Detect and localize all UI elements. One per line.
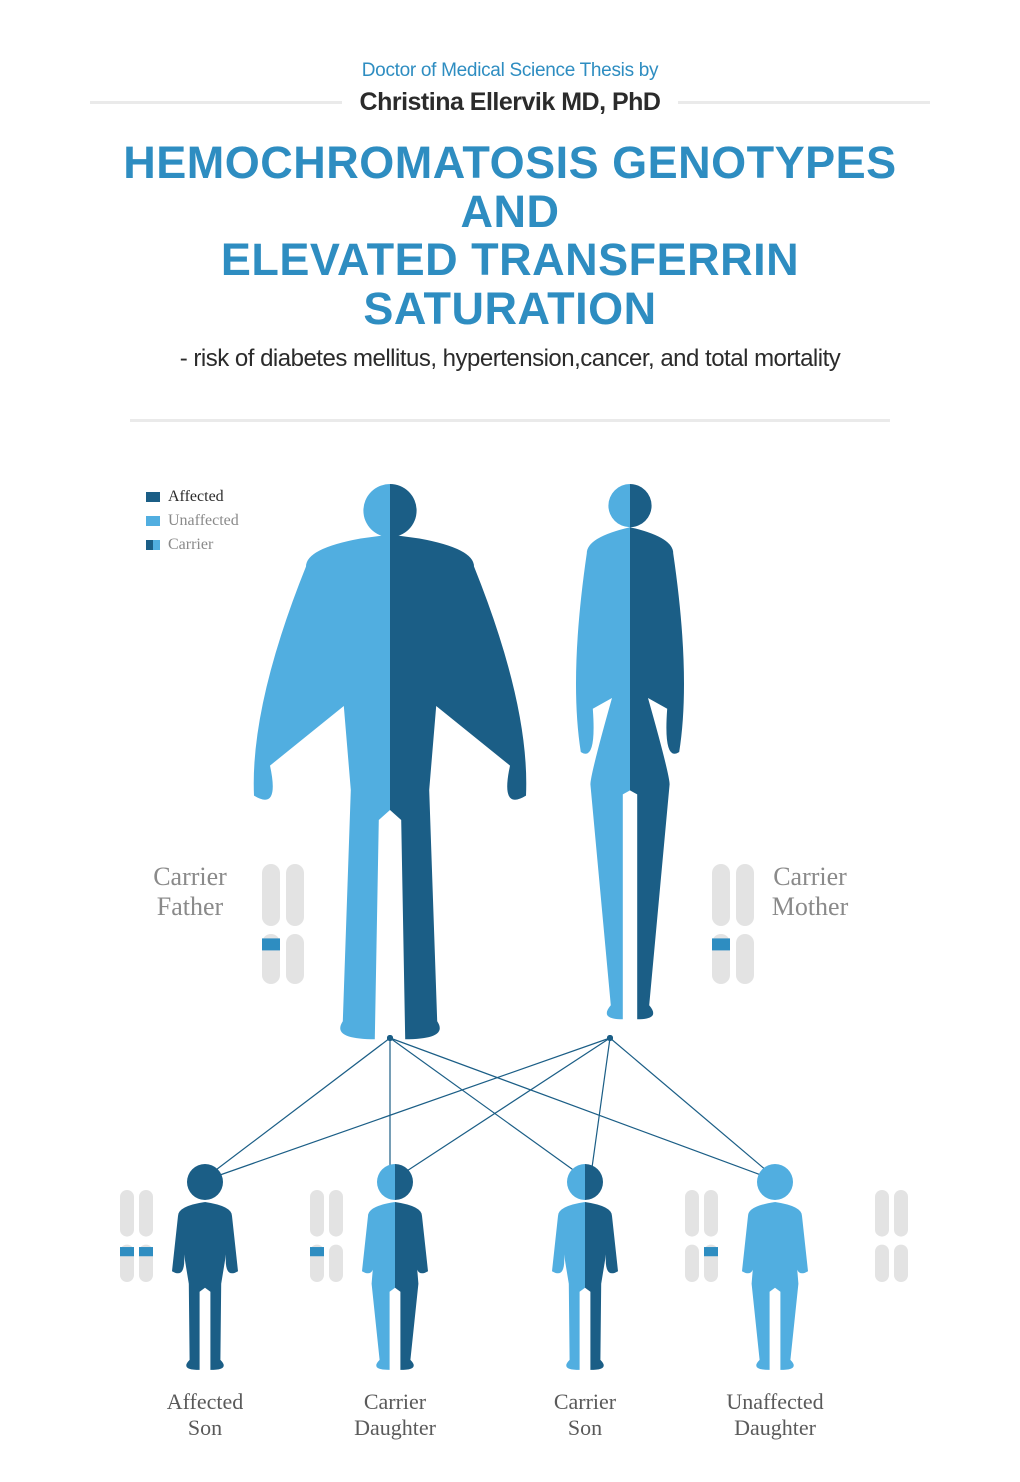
child-4-figure: Unaffected Daughter (730, 1162, 820, 1377)
label-line: Mother (772, 892, 849, 921)
label-line: Affected (167, 1389, 244, 1414)
label-line: Daughter (354, 1415, 436, 1440)
legend-label: Unaffected (168, 512, 239, 530)
author: Christina Ellervik MD, PhD (360, 88, 661, 117)
title-line-2: ELEVATED TRANSFERRIN SATURATION (221, 234, 799, 334)
label-line: Carrier (773, 862, 847, 891)
label-line: Unaffected (726, 1389, 823, 1414)
legend-label: Carrier (168, 536, 213, 554)
mother-chromosomes (712, 864, 754, 984)
label-line: Carrier (364, 1389, 426, 1414)
legend: Affected Unaffected Carrier (146, 488, 239, 560)
father-chromosomes (262, 864, 304, 984)
supertitle: Doctor of Medical Science Thesis by (90, 60, 930, 82)
child-3-figure: Carrier Son (540, 1162, 630, 1377)
child-2-figure: Carrier Daughter (350, 1162, 440, 1377)
legend-label: Affected (168, 488, 224, 506)
author-row: Christina Ellervik MD, PhD (90, 88, 930, 117)
title-line-1: HEMOCHROMATOSIS GENOTYPES AND (123, 137, 896, 237)
divider (130, 419, 890, 422)
legend-swatch-unaffected (146, 516, 160, 526)
subtitle: - risk of diabetes mellitus, hypertensio… (90, 345, 930, 373)
label-line: Father (157, 892, 223, 921)
father-label: Carrier Father (130, 862, 250, 922)
divider (90, 101, 342, 104)
child-4-chromosomes (875, 1190, 908, 1282)
legend-swatch-carrier (146, 540, 160, 550)
child-1-figure: Affected Son (160, 1162, 250, 1377)
label-line: Son (568, 1415, 602, 1440)
legend-unaffected: Unaffected (146, 512, 239, 530)
page-title: HEMOCHROMATOSIS GENOTYPES AND ELEVATED T… (90, 139, 930, 333)
child-2-chromosomes (310, 1190, 343, 1282)
legend-affected: Affected (146, 488, 239, 506)
child-3-label: Carrier Son (505, 1389, 665, 1440)
legend-carrier: Carrier (146, 536, 239, 554)
child-2-label: Carrier Daughter (315, 1389, 475, 1440)
legend-swatch-affected (146, 492, 160, 502)
child-1-chromosomes (120, 1190, 153, 1282)
inheritance-diagram: Affected Unaffected Carrier Carrier Fath… (100, 482, 920, 1442)
label-line: Carrier (153, 862, 227, 891)
label-line: Son (188, 1415, 222, 1440)
child-4-label: Unaffected Daughter (695, 1389, 855, 1440)
mother-figure (540, 482, 720, 1027)
label-line: Daughter (734, 1415, 816, 1440)
label-line: Carrier (554, 1389, 616, 1414)
mother-label: Carrier Mother (750, 862, 870, 922)
child-3-chromosomes (685, 1190, 718, 1282)
divider (678, 101, 930, 104)
child-1-label: Affected Son (125, 1389, 285, 1440)
